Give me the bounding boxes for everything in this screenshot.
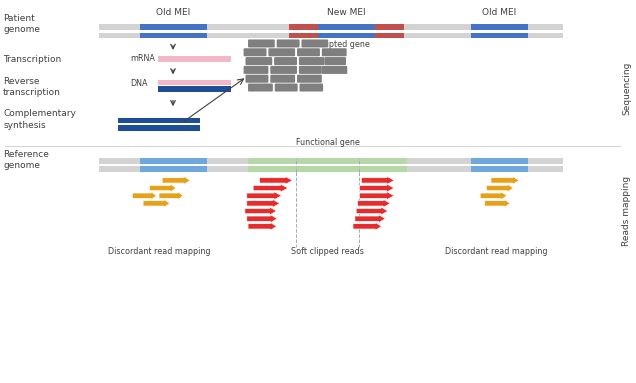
Polygon shape <box>361 176 394 185</box>
Polygon shape <box>353 222 382 231</box>
Polygon shape <box>355 215 385 223</box>
FancyBboxPatch shape <box>248 39 275 47</box>
Polygon shape <box>245 207 277 215</box>
Bar <box>118 118 200 123</box>
Bar <box>99 158 563 164</box>
Polygon shape <box>357 199 391 208</box>
FancyBboxPatch shape <box>268 48 295 56</box>
Text: Disrupted gene: Disrupted gene <box>308 39 370 49</box>
FancyBboxPatch shape <box>301 39 328 47</box>
Bar <box>248 158 407 164</box>
FancyBboxPatch shape <box>244 66 268 74</box>
Polygon shape <box>162 176 190 185</box>
Polygon shape <box>248 222 277 231</box>
FancyBboxPatch shape <box>275 83 298 92</box>
Bar <box>99 166 563 172</box>
Text: Soft clipped reads: Soft clipped reads <box>291 247 364 256</box>
FancyBboxPatch shape <box>300 83 323 92</box>
Polygon shape <box>247 199 280 208</box>
FancyBboxPatch shape <box>274 57 297 65</box>
Polygon shape <box>149 184 176 192</box>
Bar <box>375 33 404 38</box>
Bar <box>140 33 207 38</box>
Bar <box>158 80 231 85</box>
Text: Patient
genome: Patient genome <box>3 14 40 34</box>
Polygon shape <box>132 192 156 200</box>
FancyBboxPatch shape <box>299 57 324 65</box>
Bar <box>375 24 404 30</box>
Bar <box>99 24 563 30</box>
Polygon shape <box>356 207 388 215</box>
Bar <box>318 33 375 38</box>
Polygon shape <box>480 192 507 200</box>
Polygon shape <box>491 176 519 185</box>
Text: Reads mapping: Reads mapping <box>622 175 631 246</box>
Bar <box>140 158 207 164</box>
Text: Transcription: Transcription <box>3 55 62 64</box>
Polygon shape <box>359 192 394 200</box>
Bar <box>118 125 200 131</box>
FancyBboxPatch shape <box>297 75 322 83</box>
FancyBboxPatch shape <box>322 66 347 74</box>
Polygon shape <box>247 192 282 200</box>
Bar <box>158 56 231 62</box>
Text: Old MEI: Old MEI <box>156 8 190 17</box>
Polygon shape <box>359 184 394 192</box>
Bar <box>471 158 528 164</box>
FancyBboxPatch shape <box>244 48 266 56</box>
Polygon shape <box>485 199 510 208</box>
Text: Old MEI: Old MEI <box>482 8 516 17</box>
FancyBboxPatch shape <box>248 83 273 92</box>
Polygon shape <box>247 215 277 223</box>
Text: Discordant read mapping: Discordant read mapping <box>107 247 211 256</box>
Text: Reference
genome: Reference genome <box>3 150 49 170</box>
FancyBboxPatch shape <box>299 66 322 74</box>
Bar <box>289 33 318 38</box>
Polygon shape <box>259 176 293 185</box>
FancyBboxPatch shape <box>322 48 347 56</box>
Bar <box>248 166 407 172</box>
Text: New MEI: New MEI <box>328 8 366 17</box>
FancyBboxPatch shape <box>297 48 320 56</box>
Bar <box>140 24 207 30</box>
Bar <box>471 33 528 38</box>
Polygon shape <box>253 184 288 192</box>
Text: mRNA: mRNA <box>130 54 155 63</box>
FancyBboxPatch shape <box>270 75 295 83</box>
Text: Complementary
synthesis: Complementary synthesis <box>3 110 76 129</box>
Bar <box>318 24 375 30</box>
Bar <box>471 166 528 172</box>
Bar <box>140 166 207 172</box>
Text: DNA: DNA <box>130 79 148 88</box>
Bar <box>289 24 318 30</box>
Polygon shape <box>143 199 170 208</box>
Text: Discordant read mapping: Discordant read mapping <box>445 247 548 256</box>
Text: Sequencing: Sequencing <box>622 61 631 115</box>
FancyBboxPatch shape <box>245 57 272 65</box>
FancyBboxPatch shape <box>245 75 268 83</box>
FancyBboxPatch shape <box>324 57 346 65</box>
FancyBboxPatch shape <box>277 39 300 47</box>
Polygon shape <box>159 192 183 200</box>
Polygon shape <box>487 184 513 192</box>
FancyBboxPatch shape <box>270 66 297 74</box>
Bar <box>99 33 563 38</box>
Text: Functional gene: Functional gene <box>296 139 359 147</box>
Bar <box>471 24 528 30</box>
Bar <box>158 86 231 92</box>
Text: Reverse
transcription: Reverse transcription <box>3 77 61 97</box>
